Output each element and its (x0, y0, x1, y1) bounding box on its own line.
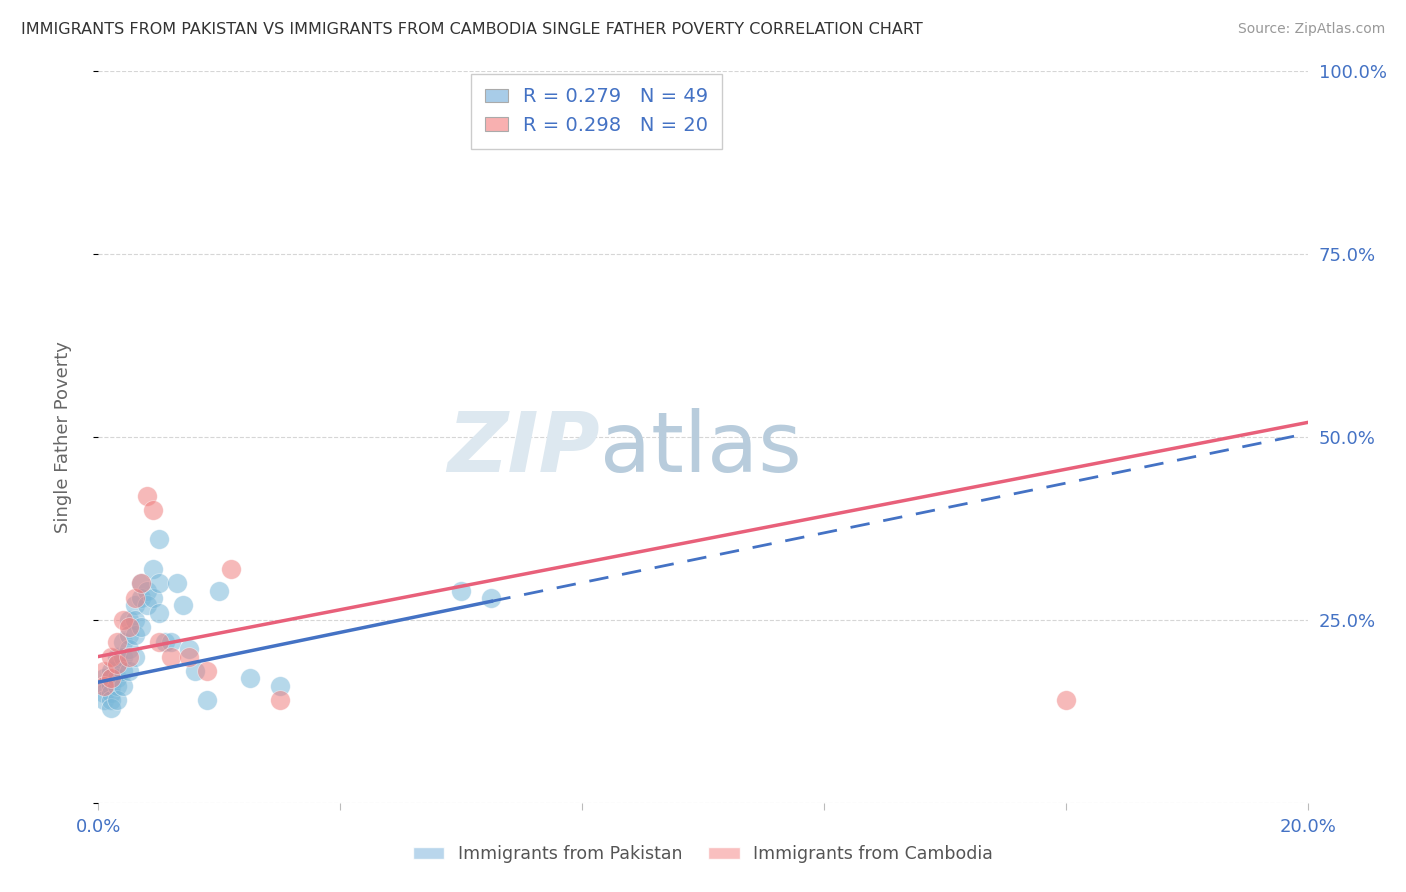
Point (208, 583, 231, 598)
Point (172, 599, 194, 613)
Point (179, 642, 201, 657)
Point (105, 649, 128, 664)
Point (184, 664, 207, 678)
Point (221, 562, 243, 576)
Point (160, 635, 183, 649)
Point (124, 599, 146, 613)
Point (111, 679, 134, 693)
Point (111, 613, 134, 627)
Point (481, 591, 503, 605)
Point (166, 576, 188, 591)
Point (93, 664, 115, 678)
Point (118, 613, 141, 627)
Point (269, 679, 291, 693)
Point (100, 649, 122, 664)
Point (129, 576, 152, 591)
Point (105, 657, 128, 671)
Point (118, 649, 141, 664)
Point (118, 664, 141, 678)
Point (135, 489, 157, 503)
Point (105, 693, 128, 707)
Point (160, 649, 183, 664)
Point (118, 627, 141, 641)
Point (100, 700, 122, 714)
Point (118, 642, 141, 657)
Point (148, 533, 170, 547)
Point (111, 664, 134, 678)
Point (129, 591, 152, 605)
Point (195, 664, 218, 678)
Point (153, 635, 176, 649)
Y-axis label: Single Father Poverty: Single Father Poverty (53, 341, 72, 533)
Point (142, 591, 165, 605)
Text: Source: ZipAtlas.com: Source: ZipAtlas.com (1237, 22, 1385, 37)
Text: ZIP: ZIP (447, 408, 600, 489)
Text: IMMIGRANTS FROM PAKISTAN VS IMMIGRANTS FROM CAMBODIA SINGLE FATHER POVERTY CORRE: IMMIGRANTS FROM PAKISTAN VS IMMIGRANTS F… (21, 22, 922, 37)
Legend: R = 0.279   N = 49, R = 0.298   N = 20: R = 0.279 N = 49, R = 0.298 N = 20 (471, 74, 723, 149)
Point (111, 635, 134, 649)
Legend: Immigrants from Pakistan, Immigrants from Cambodia: Immigrants from Pakistan, Immigrants fro… (406, 838, 1000, 870)
Point (124, 613, 146, 627)
Point (100, 672, 122, 686)
Point (129, 620, 152, 634)
Point (93, 686, 115, 700)
Point (93, 679, 115, 693)
Point (105, 679, 128, 693)
Point (148, 635, 170, 649)
Point (450, 583, 472, 598)
Point (105, 635, 128, 649)
Point (93, 672, 115, 686)
Point (118, 620, 141, 634)
Point (93, 693, 115, 707)
Point (124, 591, 146, 605)
Point (179, 649, 201, 664)
Point (148, 606, 170, 620)
Point (111, 649, 134, 664)
Point (129, 576, 152, 591)
Point (148, 576, 170, 591)
Point (142, 503, 165, 517)
Point (124, 649, 146, 664)
Point (239, 672, 262, 686)
Text: atlas: atlas (600, 408, 801, 489)
Point (142, 562, 165, 576)
Point (105, 657, 128, 671)
Point (100, 664, 122, 678)
Point (105, 672, 128, 686)
Point (269, 693, 291, 707)
Point (135, 599, 157, 613)
Point (100, 672, 122, 686)
Point (100, 693, 122, 707)
Point (124, 627, 146, 641)
Point (100, 686, 122, 700)
Point (195, 693, 218, 707)
Point (93, 679, 115, 693)
Point (1054, 693, 1077, 707)
Point (100, 679, 122, 693)
Point (135, 583, 157, 598)
